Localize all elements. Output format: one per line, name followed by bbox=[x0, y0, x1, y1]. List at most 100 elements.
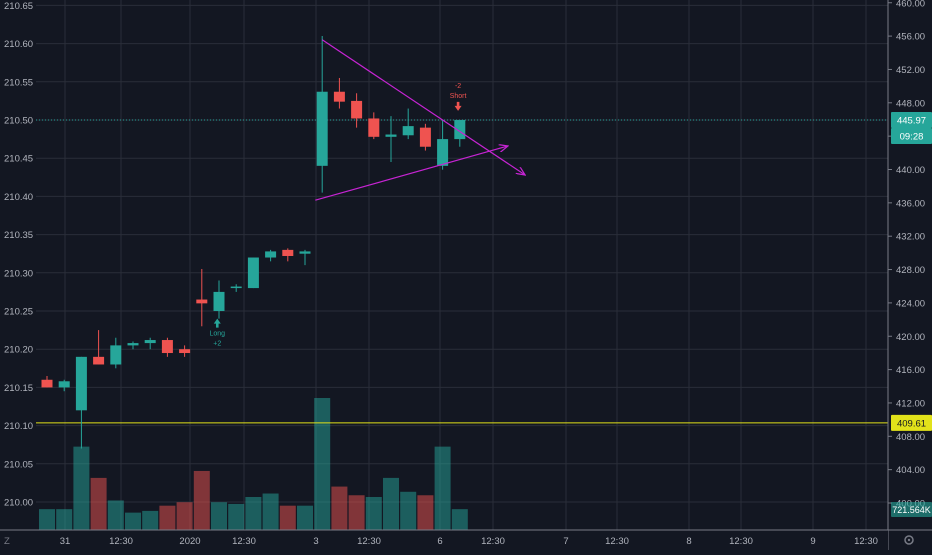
right-axis-tick-label: 424.00 bbox=[896, 298, 925, 309]
short-signal-label: Short bbox=[450, 93, 467, 100]
candle bbox=[161, 337, 173, 357]
current-price-label: 445.97 bbox=[897, 116, 926, 127]
candle-body bbox=[179, 349, 191, 354]
long-arrow-icon bbox=[213, 318, 221, 328]
right-axis-tick-label: 440.00 bbox=[896, 165, 925, 176]
long-signal-label: Long bbox=[209, 331, 225, 338]
right-price-axis: 460.00456.00452.00448.00444.00440.00436.… bbox=[887, 0, 932, 550]
left-axis-tick-label: 210.05 bbox=[4, 459, 33, 470]
candle-body bbox=[402, 126, 414, 136]
candle bbox=[316, 35, 328, 193]
time-axis-tick-label: 3 bbox=[313, 536, 318, 547]
right-axis-tick-label: 404.00 bbox=[896, 465, 925, 476]
pattern-lower-line bbox=[315, 146, 508, 201]
candle-body bbox=[351, 100, 363, 119]
level-price-label: 409.61 bbox=[897, 418, 926, 429]
time-axis-tick-label: 12:30 bbox=[232, 536, 256, 547]
candle bbox=[299, 249, 311, 266]
candle-body bbox=[299, 251, 311, 254]
left-axis-tick-label: 210.20 bbox=[4, 345, 33, 356]
volume-bars bbox=[39, 398, 468, 530]
volume-bar bbox=[279, 505, 296, 530]
candle bbox=[282, 248, 294, 262]
right-axis-tick-label: 452.00 bbox=[896, 65, 925, 76]
time-axis-tick-label: 8 bbox=[686, 536, 691, 547]
volume-bar bbox=[90, 477, 107, 530]
candle-body bbox=[333, 91, 345, 102]
candle bbox=[75, 356, 87, 449]
candle-body bbox=[230, 286, 242, 289]
volume-bar bbox=[245, 497, 262, 530]
time-axis-tick-label: 12:30 bbox=[481, 536, 505, 547]
candle-body bbox=[58, 381, 70, 388]
volume-bar bbox=[56, 509, 73, 530]
left-axis-tick-label: 210.30 bbox=[4, 268, 33, 279]
candle-body bbox=[265, 251, 277, 258]
volume-bar bbox=[159, 505, 176, 530]
candle bbox=[402, 108, 414, 140]
candle bbox=[385, 116, 397, 163]
candle bbox=[58, 379, 70, 392]
candle bbox=[333, 77, 345, 109]
candle-body bbox=[213, 291, 225, 311]
candle-body bbox=[419, 127, 431, 147]
volume-bar bbox=[365, 497, 382, 530]
candle-body bbox=[282, 249, 294, 256]
right-axis-tick-label: 412.00 bbox=[896, 398, 925, 409]
volume-bar bbox=[383, 477, 399, 530]
candle bbox=[179, 345, 191, 357]
current-price-badge bbox=[891, 112, 932, 128]
vertical-gridlines bbox=[64, 0, 867, 530]
triangle-pattern bbox=[315, 39, 525, 201]
volume-bar bbox=[211, 502, 227, 530]
left-axis-tick-label: 210.15 bbox=[4, 383, 33, 394]
candle-body bbox=[110, 345, 122, 365]
volume-bar bbox=[125, 512, 141, 530]
volume-bar bbox=[348, 495, 365, 530]
candle bbox=[351, 93, 363, 128]
volume-bar bbox=[73, 446, 90, 530]
volume-bar bbox=[297, 505, 313, 530]
volume-bar bbox=[142, 510, 159, 530]
candle-body bbox=[454, 120, 466, 140]
left-axis-tick-label: 210.10 bbox=[4, 421, 33, 432]
candle bbox=[41, 375, 53, 388]
left-axis-tick-label: 210.45 bbox=[4, 154, 33, 165]
right-axis-tick-label: 420.00 bbox=[896, 332, 925, 343]
left-axis-tick-label: 210.35 bbox=[4, 230, 33, 241]
candle bbox=[213, 280, 225, 319]
countdown-label: 09:28 bbox=[900, 132, 924, 143]
volume-label: 721.564K bbox=[892, 505, 931, 515]
candle bbox=[230, 284, 242, 292]
candle-body bbox=[316, 91, 328, 166]
candle-body bbox=[437, 139, 449, 166]
candle-body bbox=[41, 379, 53, 388]
candle bbox=[247, 257, 259, 289]
left-axis-tick-label: 210.60 bbox=[4, 39, 33, 50]
volume-bar bbox=[176, 502, 193, 530]
time-axis-tick-label: 7 bbox=[563, 536, 568, 547]
right-axis-tick-label: 432.00 bbox=[896, 232, 925, 243]
time-axis-tick-label: 12:30 bbox=[729, 536, 753, 547]
right-axis-tick-label: 408.00 bbox=[896, 432, 925, 443]
left-axis-tick-label: 210.65 bbox=[4, 1, 33, 12]
long-signal-amount: +2 bbox=[213, 341, 221, 348]
volume-bar bbox=[400, 491, 417, 530]
settings-gear-icon[interactable] bbox=[904, 535, 914, 545]
left-axis-tick-label: 210.00 bbox=[4, 498, 33, 509]
time-axis-tick-label: 12:30 bbox=[605, 536, 629, 547]
candle-body bbox=[161, 340, 173, 354]
volume-bar bbox=[417, 495, 434, 530]
volume-bar bbox=[451, 509, 468, 530]
time-axis-background bbox=[0, 530, 888, 550]
short-signal-amount: -2 bbox=[455, 83, 461, 90]
candle bbox=[368, 112, 380, 140]
left-axis-tick-label: 210.55 bbox=[4, 77, 33, 88]
candle bbox=[419, 123, 431, 151]
pattern-upper-line bbox=[321, 39, 525, 175]
volume-bar bbox=[107, 500, 124, 530]
left-axis-tick-label: 210.40 bbox=[4, 192, 33, 203]
volume-bar bbox=[39, 509, 55, 530]
